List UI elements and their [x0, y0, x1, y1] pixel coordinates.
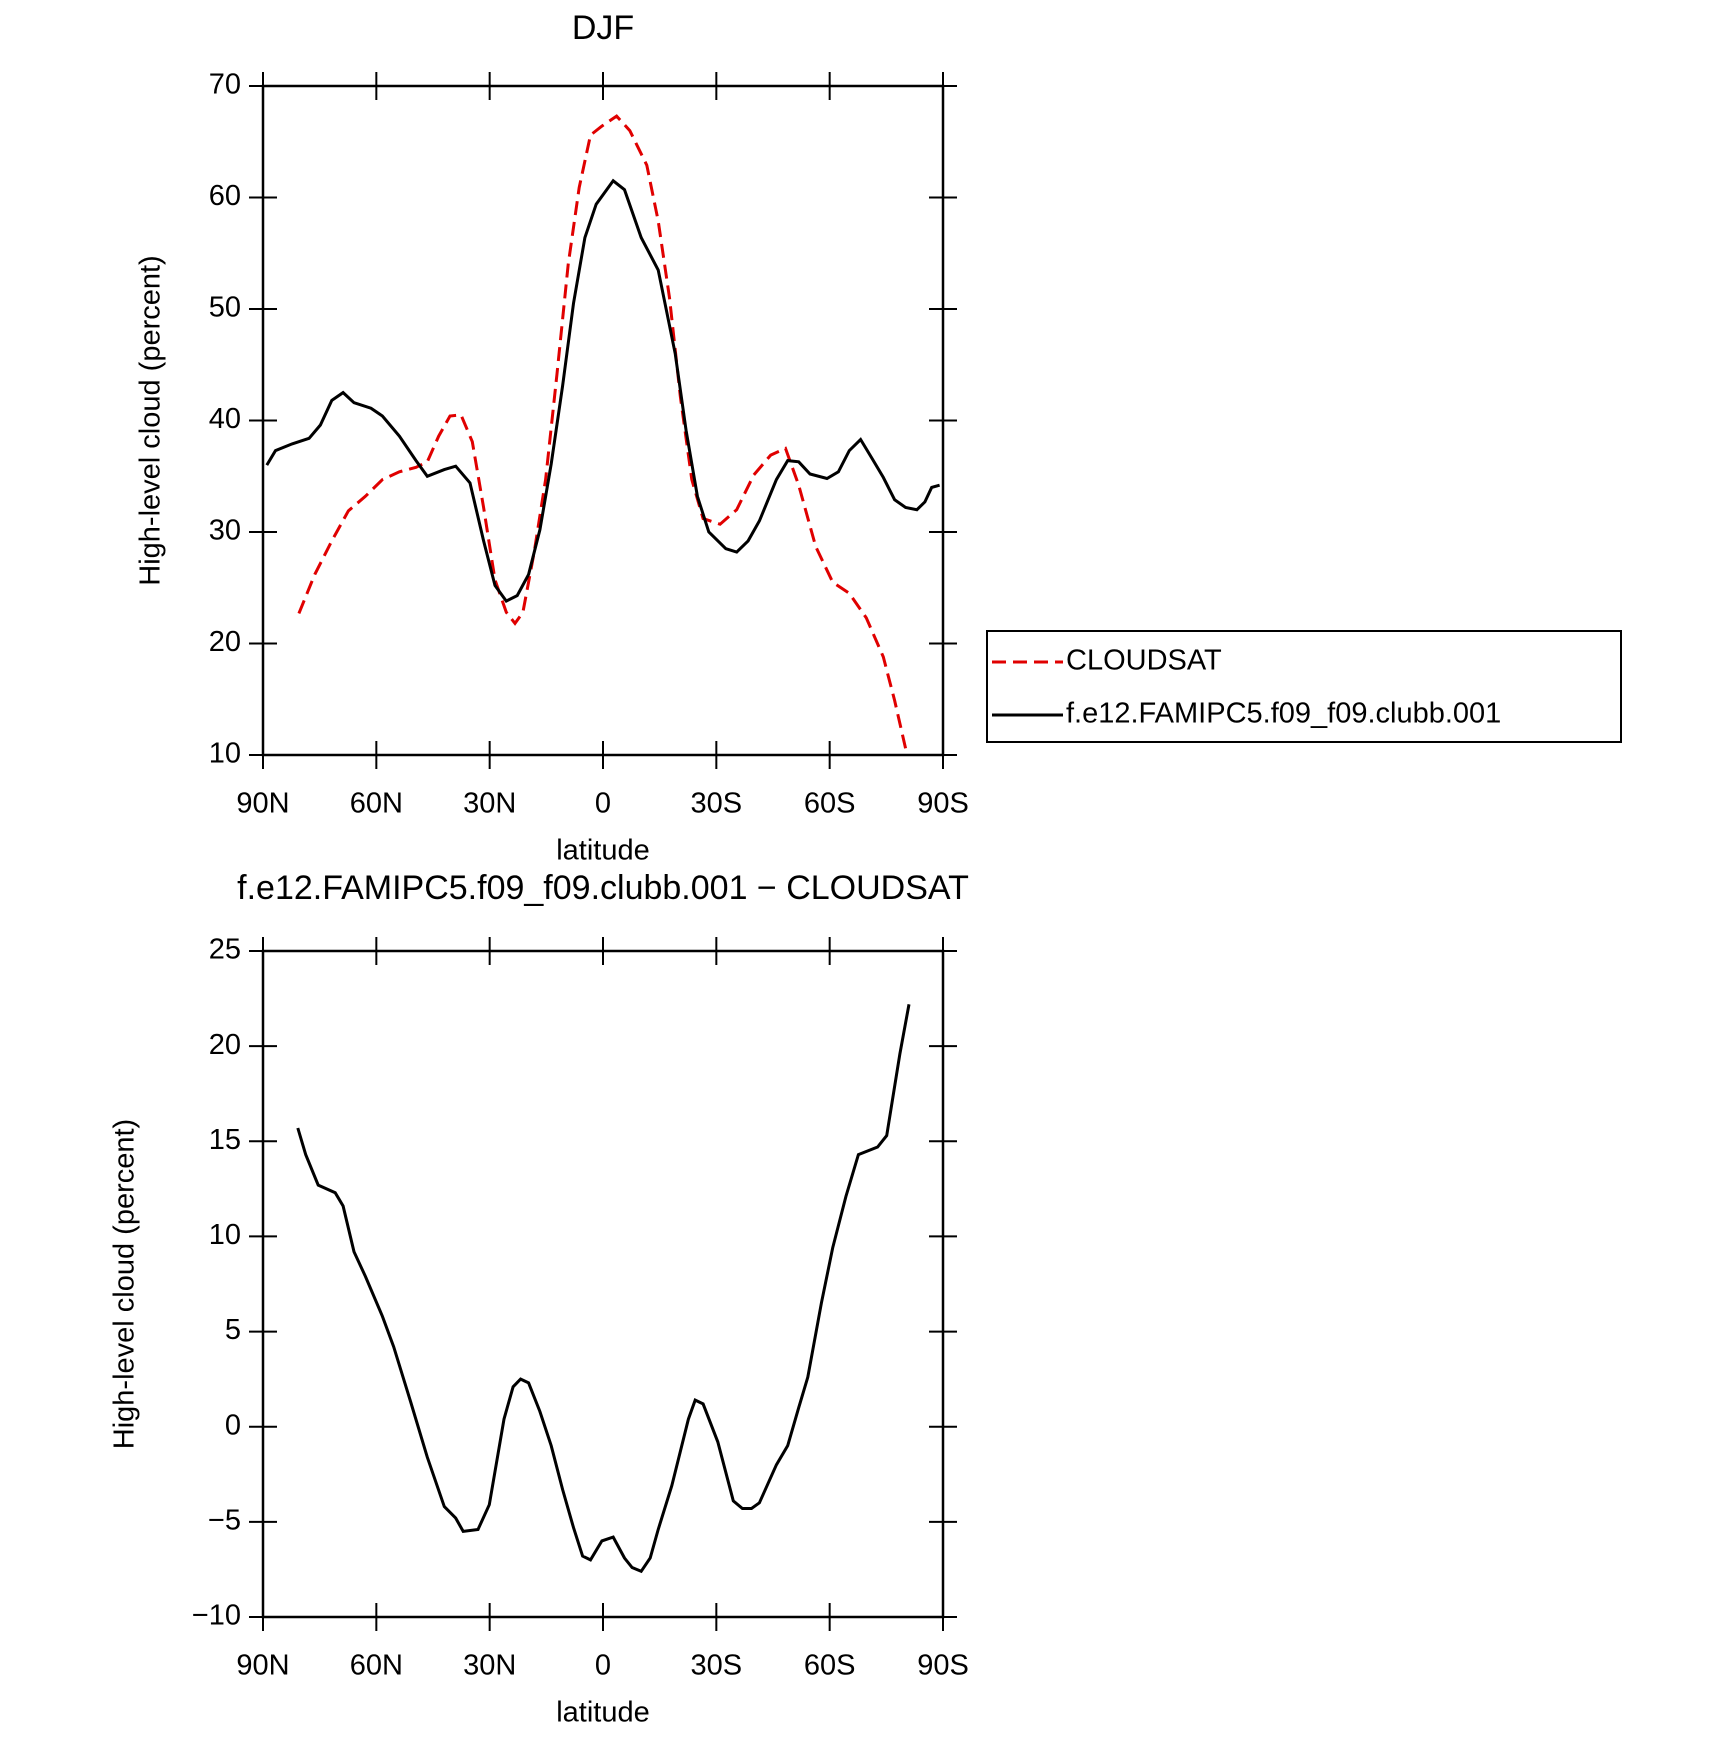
y-tick-label: 40	[209, 403, 241, 435]
y-tick-label: 20	[209, 626, 241, 658]
x-tick-label: 60N	[350, 788, 403, 820]
y-tick-label: 20	[209, 1029, 241, 1061]
x-axis-label: latitude	[556, 1697, 650, 1729]
x-tick-label: 30S	[691, 1650, 743, 1682]
y-tick-label: 70	[209, 69, 241, 101]
plot-frame	[261, 949, 945, 1619]
chart-title: DJF	[572, 9, 634, 47]
x-tick-label: 30N	[463, 788, 516, 820]
legend-label: CLOUDSAT	[1066, 645, 1222, 677]
x-tick-label: 60S	[804, 1650, 856, 1682]
y-tick-label: −10	[192, 1600, 241, 1632]
x-tick-label: 90N	[236, 788, 289, 820]
chart-title: f.e12.FAMIPC5.f09_f09.clubb.001 − CLOUDS…	[237, 869, 969, 907]
x-tick-label: 0	[595, 1650, 611, 1682]
y-axis-label: High-level cloud (percent)	[109, 1119, 141, 1449]
x-tick-label: 0	[595, 788, 611, 820]
x-tick-label: 30N	[463, 1650, 516, 1682]
legend-label: f.e12.FAMIPC5.f09_f09.clubb.001	[1066, 698, 1501, 730]
x-tick-label: 30S	[691, 788, 743, 820]
plot-frame	[261, 84, 945, 757]
legend-box	[986, 630, 1622, 743]
y-axis-label: High-level cloud (percent)	[135, 255, 167, 585]
data-line	[296, 1004, 911, 1574]
x-axis-label: latitude	[556, 835, 650, 867]
y-tick-label: 25	[209, 934, 241, 966]
y-tick-label: 50	[209, 292, 241, 324]
y-tick-label: 10	[209, 1219, 241, 1251]
x-tick-label: 60N	[350, 1650, 403, 1682]
y-tick-label: 60	[209, 180, 241, 212]
y-tick-label: 10	[209, 738, 241, 770]
x-tick-label: 90S	[917, 1650, 969, 1682]
x-tick-label: 90S	[917, 788, 969, 820]
data-line	[265, 178, 941, 604]
y-tick-label: 0	[225, 1409, 241, 1441]
x-tick-label: 60S	[804, 788, 856, 820]
y-tick-label: 15	[209, 1124, 241, 1156]
y-tick-label: 30	[209, 515, 241, 547]
data-line	[297, 114, 909, 756]
y-tick-label: −5	[208, 1505, 241, 1537]
y-tick-label: 5	[225, 1314, 241, 1346]
x-tick-label: 90N	[236, 1650, 289, 1682]
